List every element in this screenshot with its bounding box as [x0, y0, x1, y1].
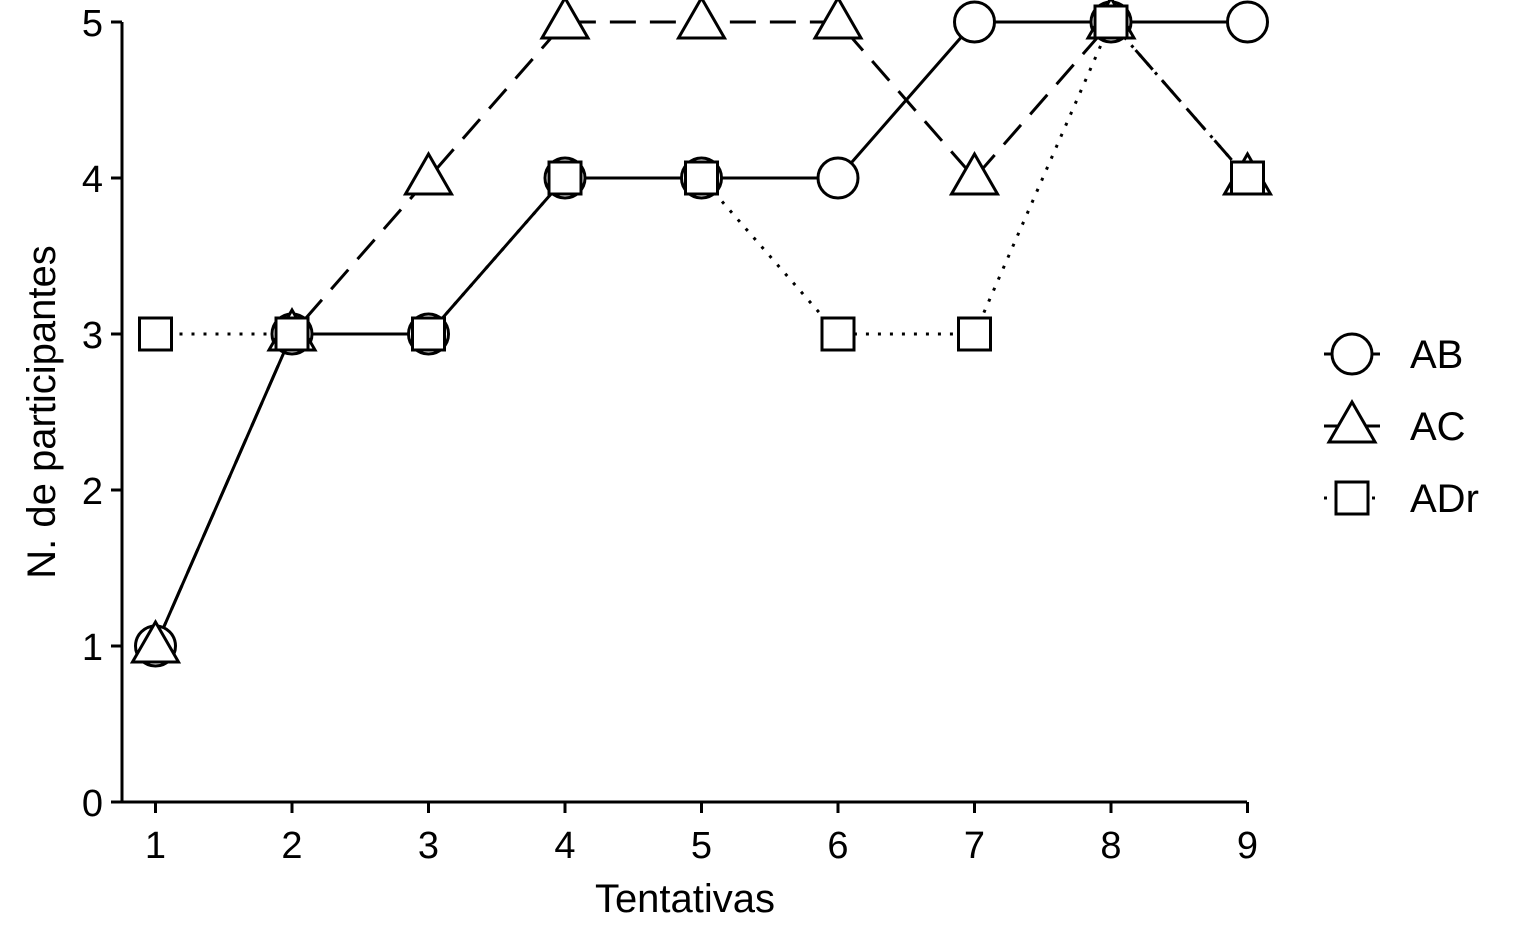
data-point-ac: [948, 150, 1001, 196]
data-point-ab: [816, 156, 860, 200]
x-tick-label: 8: [1100, 825, 1121, 867]
data-point-ac: [402, 150, 455, 196]
x-tick-label: 4: [554, 825, 575, 867]
x-tick-label: 1: [145, 825, 166, 867]
legend-label-adr: ADr: [1410, 477, 1479, 521]
data-point-ab: [1226, 0, 1269, 44]
series-line-ab: [154, 20, 1248, 647]
legend-marker-ab: [1330, 332, 1374, 376]
y-axis-label: N. de participantes: [20, 245, 64, 579]
x-tick-label: 6: [827, 825, 848, 867]
x-tick-label: 5: [691, 825, 712, 867]
axes: [120, 22, 1247, 804]
x-axis-label: Tentativas: [595, 877, 775, 921]
data-point-adr: [138, 316, 173, 352]
data-point-adr: [957, 316, 992, 352]
legend: AB AC ADr: [1324, 332, 1479, 521]
legend-marker-adr: [1334, 480, 1370, 516]
data-point-ac: [539, 0, 591, 40]
data-point-adr: [1093, 4, 1129, 40]
data-point-adr: [274, 316, 310, 352]
series-lines: [154, 19, 1249, 647]
y-tick-label: 2: [82, 471, 103, 513]
legend-label-ac: AC: [1410, 405, 1466, 449]
data-point-adr: [820, 316, 856, 352]
data-point-adr: [1230, 160, 1265, 196]
data-point-ac: [129, 618, 182, 664]
data-point-ab: [953, 0, 996, 44]
data-point-adr: [684, 160, 719, 196]
legend-label-ab: AB: [1410, 333, 1463, 377]
series-markers: [129, 0, 1274, 668]
y-tick-label: 5: [82, 3, 103, 45]
data-point-ac: [812, 0, 864, 40]
y-tick-label: 4: [82, 159, 103, 201]
y-tick-label: 1: [82, 627, 103, 669]
y-tick-label: 0: [82, 783, 103, 825]
data-point-adr: [411, 316, 446, 352]
y-tick-label: 3: [82, 315, 103, 357]
x-tick-label: 2: [281, 825, 302, 867]
x-tick-label: 7: [964, 825, 985, 867]
x-tick-label: 9: [1237, 825, 1258, 867]
legend-marker-ac: [1326, 398, 1378, 444]
data-point-ac: [675, 0, 728, 40]
x-tick-label: 3: [418, 825, 439, 867]
data-point-adr: [547, 160, 583, 196]
series-line-adr: [155, 19, 1249, 336]
